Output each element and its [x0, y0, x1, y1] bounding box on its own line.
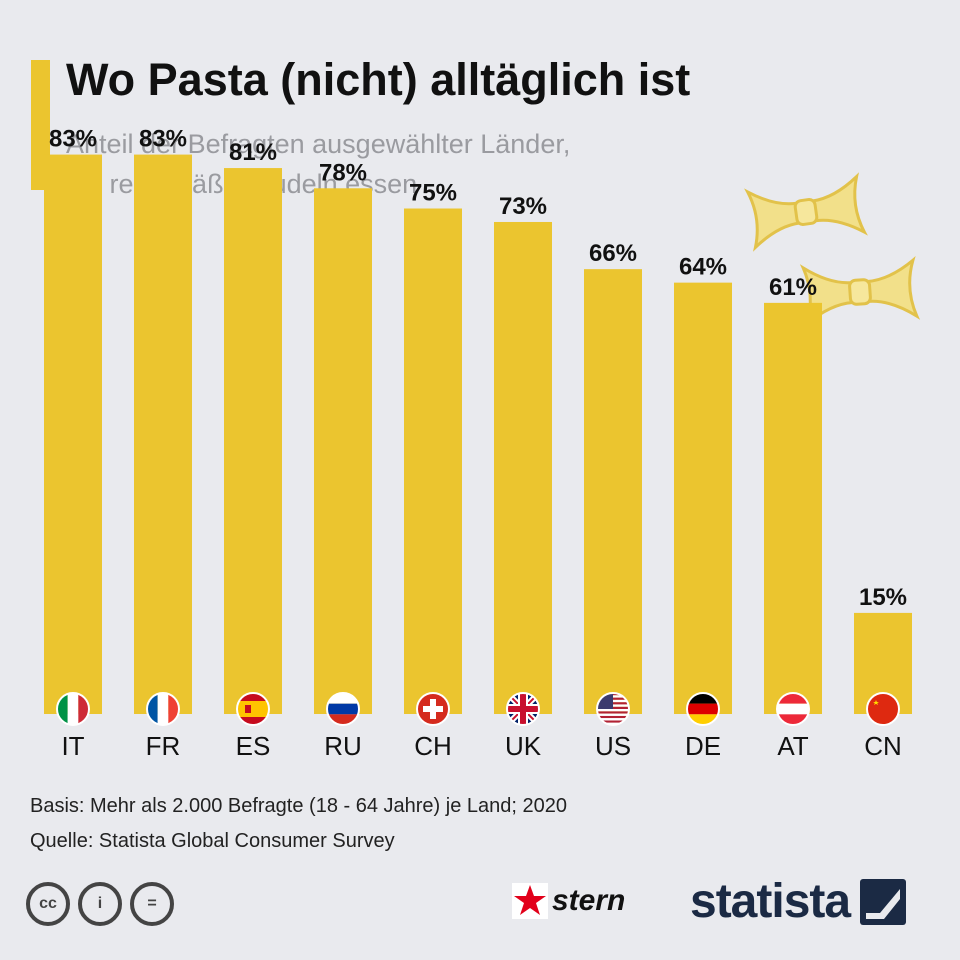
source-note: Quelle: Statista Global Consumer Survey: [30, 830, 395, 852]
spain-flag-icon: [236, 692, 270, 726]
stern-logo-text: stern: [552, 884, 626, 917]
value-label-ru: 78%: [319, 159, 367, 186]
bar-ru[interactable]: [314, 188, 372, 714]
category-label-at: AT: [777, 731, 808, 761]
value-label-de: 64%: [679, 254, 727, 281]
france-flag-icon: [146, 692, 180, 726]
value-label-cn: 15%: [859, 584, 907, 611]
statista-mark-icon: [860, 878, 907, 925]
germany-flag-icon: [686, 692, 720, 726]
value-label-ch: 75%: [409, 180, 457, 207]
bar-it[interactable]: [44, 154, 102, 714]
value-label-us: 66%: [589, 240, 637, 267]
stern-star-icon: [512, 883, 548, 919]
value-label-uk: 73%: [499, 193, 547, 220]
category-label-us: US: [595, 731, 631, 761]
uk-flag-icon: [506, 692, 540, 726]
category-label-ru: RU: [324, 731, 362, 761]
china-flag-icon: [866, 692, 900, 726]
austria-flag-icon: [776, 692, 810, 726]
attribution-icon[interactable]: i: [78, 882, 122, 926]
pasta-bow-icon: [744, 172, 868, 252]
stern-logo[interactable]: stern: [512, 883, 625, 919]
bar-es[interactable]: [224, 168, 282, 714]
value-label-at: 61%: [769, 274, 817, 301]
statista-logo[interactable]: statista: [690, 874, 907, 929]
bar-fr[interactable]: [134, 154, 192, 714]
statista-logo-text: statista: [690, 875, 851, 928]
basis-note: Basis: Mehr als 2.000 Befragte (18 - 64 …: [30, 795, 567, 817]
bar-de[interactable]: [674, 282, 732, 714]
switzerland-flag-icon: [416, 692, 450, 726]
cc-icon[interactable]: cc: [26, 882, 70, 926]
bar-at[interactable]: [764, 302, 822, 714]
category-label-es: ES: [236, 731, 271, 761]
no-derivatives-icon[interactable]: =: [130, 882, 174, 926]
category-label-uk: UK: [505, 731, 542, 761]
value-label-fr: 83%: [139, 126, 187, 153]
category-label-fr: FR: [146, 731, 181, 761]
subtitle-line-1: Anteil der Befragten ausgewählter Länder…: [66, 129, 571, 159]
category-label-de: DE: [685, 731, 721, 761]
chart-title: Wo Pasta (nicht) alltäglich ist: [66, 54, 691, 105]
license-icons: cc i =: [26, 882, 174, 926]
value-label-es: 81%: [229, 139, 277, 166]
category-label-cn: CN: [864, 731, 902, 761]
bar-ch[interactable]: [404, 208, 462, 715]
bar-us[interactable]: [584, 269, 642, 714]
value-label-it: 83%: [49, 126, 97, 153]
usa-flag-icon: [596, 692, 630, 726]
category-label-it: IT: [61, 731, 84, 761]
russia-flag-icon: [326, 692, 360, 726]
italy-flag-icon: [56, 692, 90, 726]
category-label-ch: CH: [414, 731, 452, 761]
bar-uk[interactable]: [494, 221, 552, 715]
